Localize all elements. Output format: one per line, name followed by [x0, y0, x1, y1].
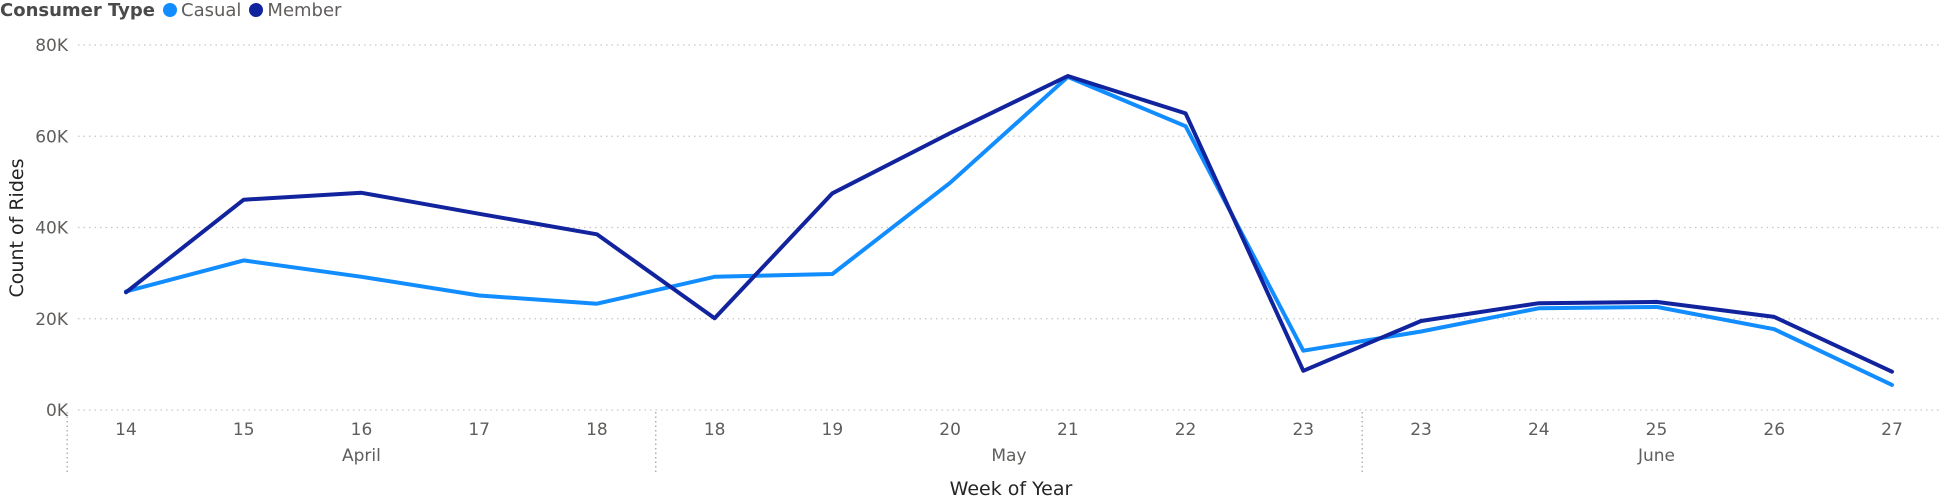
x-tick-label: 23 [1410, 420, 1432, 440]
x-tick-label: 15 [233, 420, 255, 440]
x-group-label: May [991, 446, 1026, 466]
x-tick-label: 22 [1175, 420, 1197, 440]
y-tick-label: 40K [35, 219, 69, 239]
x-tick-label: 14 [115, 420, 137, 440]
x-tick-label: 23 [1292, 420, 1314, 440]
legend: Consumer Type Casual Member [0, 0, 349, 21]
x-tick-label: 19 [822, 420, 844, 440]
x-tick-label: 18 [704, 420, 726, 440]
x-tick-label: 27 [1881, 420, 1903, 440]
y-tick-label: 20K [35, 310, 69, 330]
y-tick-label: 60K [35, 127, 69, 147]
x-tick-label: 25 [1646, 420, 1668, 440]
x-tick-label: 21 [1057, 420, 1079, 440]
series-line-casual [124, 74, 1894, 387]
legend-member-dot-icon [249, 3, 264, 17]
series-line-member [124, 74, 1894, 374]
x-tick-label: 26 [1763, 420, 1785, 440]
x-axis-title: Week of Year [950, 478, 1073, 500]
legend-title: Consumer Type [0, 0, 155, 21]
x-tick-label: 16 [351, 420, 373, 440]
x-tick-label: 20 [939, 420, 961, 440]
legend-member-label: Member [267, 0, 342, 21]
legend-item-casual[interactable]: Casual [163, 0, 241, 21]
x-group-label: June [1637, 446, 1675, 466]
legend-item-member[interactable]: Member [249, 0, 341, 21]
x-tick-label: 24 [1528, 420, 1550, 440]
legend-casual-label: Casual [181, 0, 242, 21]
legend-casual-dot-icon [163, 3, 177, 17]
y-tick-label: 0K [46, 401, 69, 421]
x-group-label: April [342, 446, 381, 466]
y-tick-label: 80K [35, 36, 69, 56]
x-tick-label: 17 [468, 420, 490, 440]
y-axis-title: Count of Rides [6, 159, 28, 298]
x-tick-label: 18 [586, 420, 608, 440]
